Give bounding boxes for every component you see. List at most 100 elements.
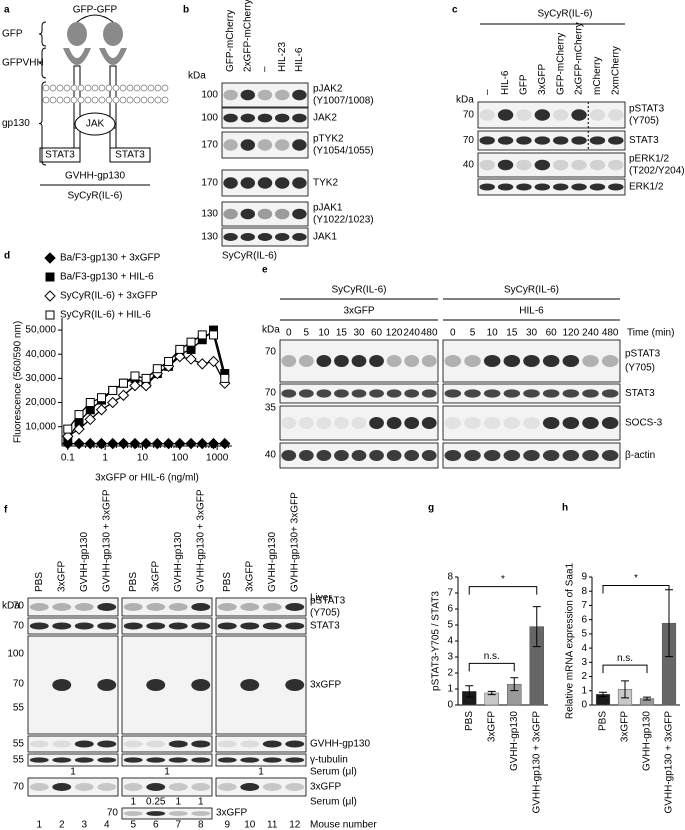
band	[479, 136, 495, 145]
lipid	[112, 84, 120, 92]
data-point	[140, 437, 152, 450]
data-point	[95, 437, 108, 450]
kda-marker: 70	[13, 601, 25, 612]
band	[240, 89, 256, 101]
band	[168, 783, 188, 791]
x-tick-label: PBS	[598, 711, 609, 731]
band	[483, 355, 501, 367]
lipid	[119, 96, 127, 104]
data-point	[63, 424, 73, 434]
time-label: 480	[602, 328, 619, 339]
blot	[121, 617, 213, 635]
lipid	[70, 96, 78, 104]
lipid	[140, 84, 148, 92]
band	[534, 109, 551, 121]
lane-label: 2xGFP-mCherry	[574, 22, 585, 95]
band	[316, 355, 332, 367]
band	[240, 603, 260, 611]
lane-label: 3xGFP	[244, 561, 255, 592]
data-point	[74, 410, 84, 420]
x-axis-label: 3xGFP or HIL-6 (ng/ml)	[95, 473, 199, 484]
time-label: 120	[562, 328, 579, 339]
mouse-number: 10	[244, 820, 256, 830]
data-point	[209, 330, 219, 340]
lane-label: 2xmCherry	[610, 46, 621, 95]
mouse-number: 6	[153, 820, 159, 830]
x-tick-label: GVHH-gp130	[642, 711, 653, 771]
band	[497, 159, 514, 171]
band	[552, 159, 569, 171]
panel-label: c	[452, 5, 458, 16]
y-tick-label: 5	[581, 629, 587, 640]
band	[292, 89, 307, 101]
y-axis-label: pSTAT3-Y705 / STAT3	[431, 591, 442, 691]
band	[497, 109, 514, 121]
band	[292, 208, 307, 220]
band	[404, 417, 420, 429]
band	[285, 757, 305, 763]
band	[257, 208, 273, 220]
kda-marker: 100	[201, 113, 218, 124]
panel-label: f	[4, 505, 8, 516]
time-label: 480	[421, 328, 438, 339]
lipid	[63, 96, 71, 104]
band	[534, 159, 551, 171]
data-point	[84, 413, 96, 426]
band	[52, 679, 72, 691]
serum-amount: 1	[175, 797, 181, 808]
blot	[121, 735, 213, 753]
data-point	[162, 437, 175, 450]
time-label: 5	[470, 328, 476, 339]
kda-marker: 70	[463, 110, 475, 121]
band	[240, 679, 260, 691]
y-tick-label: 9	[581, 572, 587, 583]
lipid	[161, 84, 169, 92]
lipid	[49, 96, 57, 104]
lipid	[91, 96, 99, 104]
band	[52, 622, 72, 630]
band	[601, 355, 619, 367]
lipid	[42, 84, 50, 92]
construct-label: SyCyR(IL-6)	[222, 251, 277, 262]
band	[542, 389, 560, 398]
y-tick-label: 0	[581, 700, 587, 711]
band	[274, 139, 290, 151]
band	[97, 740, 117, 748]
y-tick-label: 7	[447, 588, 453, 599]
stat3-label: STAT3	[45, 150, 75, 161]
kda-marker: 40	[463, 160, 475, 171]
band	[608, 159, 624, 171]
target-label: JAK2	[313, 113, 337, 124]
construct-label: SyCyR(IL-6)	[67, 191, 122, 202]
target-label: STAT3	[629, 135, 659, 146]
target-label: pTYK2	[313, 134, 344, 145]
band	[608, 109, 624, 121]
data-point	[108, 385, 118, 395]
band	[497, 183, 514, 191]
band	[608, 183, 624, 191]
lane-label: 3xGFP	[537, 64, 548, 95]
band	[191, 757, 211, 763]
band	[589, 183, 606, 191]
brace	[38, 81, 47, 166]
data-point	[141, 373, 151, 383]
lane-label: HIL-23	[277, 42, 288, 72]
y-tick-label: 0	[447, 700, 453, 711]
band	[240, 139, 256, 151]
target-label: (Y1022/1023)	[313, 215, 374, 226]
lipid	[133, 84, 141, 92]
error-bar	[465, 685, 474, 698]
band	[240, 622, 260, 630]
time-label: 10	[487, 328, 499, 339]
lane-label: PBS	[34, 572, 45, 592]
data-point	[118, 378, 128, 388]
error-bar	[532, 606, 541, 648]
band	[262, 740, 282, 748]
band	[97, 757, 117, 763]
band	[542, 450, 560, 461]
lane-label: GFP	[519, 74, 530, 95]
panel-label: d	[4, 251, 10, 262]
band	[334, 355, 349, 367]
band	[444, 450, 462, 461]
band	[464, 450, 481, 461]
